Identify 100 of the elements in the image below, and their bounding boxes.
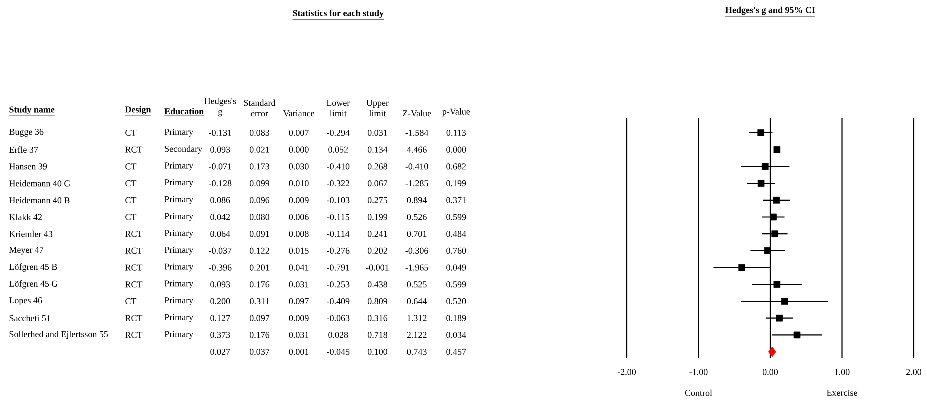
data-label: -1.584 <box>406 130 429 136</box>
y-tick-label: Meyer 47 <box>9 247 44 255</box>
data-label: 1.312 <box>408 315 427 322</box>
data-label: 0.201 <box>250 264 270 271</box>
data-label: 0.010 <box>289 180 309 187</box>
x-tick-label: p-Value <box>442 108 470 117</box>
y-tick-label: Kriemler 43 <box>9 230 53 238</box>
data-label: 0.097 <box>250 315 270 322</box>
data-label: -0.253 <box>327 282 350 288</box>
x-tick-label: Education <box>164 108 204 115</box>
chart-title: Hedges's g and 95% CI <box>726 6 816 16</box>
data-label: 0.682 <box>446 164 466 170</box>
data-label: 0.127 <box>210 315 230 322</box>
data-label: 0.027 <box>210 348 230 356</box>
data-label: 0.080 <box>250 214 270 220</box>
text: CT <box>126 214 137 220</box>
data-label: -0.306 <box>406 248 428 254</box>
y-tick-label: Saccheti 51 <box>10 315 50 322</box>
point <box>764 248 772 254</box>
data-label: 0.134 <box>368 146 388 153</box>
data-label: 0.008 <box>289 231 309 238</box>
y-tick-label: Löfgren 45 G <box>9 280 58 289</box>
data-label: 0.030 <box>289 164 309 170</box>
data-label: 0.743 <box>407 348 427 356</box>
data-label: -0.045 <box>327 348 350 356</box>
data-label: 0.049 <box>446 264 466 271</box>
data-label: 0.021 <box>250 146 270 153</box>
data-label: 0.052 <box>328 146 348 153</box>
data-label: 0.275 <box>368 197 388 204</box>
data-label: 0.701 <box>407 231 427 238</box>
data-label: 0.718 <box>368 332 388 338</box>
point <box>772 230 778 238</box>
x-tick-label: -2.00 <box>618 369 636 376</box>
data-label: 0.809 <box>368 298 388 305</box>
y-axis-title: Study name <box>10 106 55 115</box>
text: Exercise <box>827 390 858 396</box>
data-label: 0.000 <box>289 146 309 153</box>
text: Primary <box>164 162 194 171</box>
data-label: -0.114 <box>327 231 350 238</box>
data-label: 0.028 <box>328 332 348 338</box>
text: CT <box>126 180 137 187</box>
data-label: 0.037 <box>250 348 270 356</box>
data-label: 0.099 <box>250 180 270 187</box>
text: Primary <box>164 129 194 137</box>
data-label: -0.063 <box>327 315 350 322</box>
data-label: 0.067 <box>368 180 388 187</box>
text: RCT <box>126 264 143 271</box>
data-label: 0.041 <box>289 264 309 271</box>
data-label: 0.064 <box>210 231 230 238</box>
data-label: 0.268 <box>368 164 388 170</box>
text: Primary <box>164 331 194 340</box>
data-label: -0.322 <box>327 180 350 187</box>
x-tick-label: Upper limit <box>366 100 389 117</box>
data-label: 0.031 <box>368 130 388 136</box>
data-label: 0.176 <box>250 332 270 338</box>
data-label: 0.113 <box>446 130 466 136</box>
point <box>774 281 781 288</box>
text: RCT <box>126 332 143 338</box>
data-label: 0.001 <box>289 348 309 356</box>
text: CT <box>126 298 137 305</box>
data-label: 0.096 <box>250 197 270 204</box>
data-label: 0.034 <box>446 332 466 338</box>
data-label: 0.316 <box>368 315 388 322</box>
data-label: -0.131 <box>209 130 232 136</box>
data-label: -0.396 <box>209 264 232 271</box>
data-label: 0.173 <box>250 164 270 170</box>
point <box>774 146 781 154</box>
point <box>794 332 801 339</box>
data-label: 0.031 <box>289 332 309 338</box>
point <box>758 180 765 187</box>
data-label: 0.093 <box>210 146 230 153</box>
y-tick-label: Heidemann 40 G <box>9 180 70 187</box>
text: CT <box>126 197 137 204</box>
text: Primary <box>164 298 194 306</box>
point <box>738 264 746 272</box>
y-tick-label: Hansen 39 <box>9 164 48 170</box>
chart-title: Statistics for each study <box>293 10 384 18</box>
y-tick-label: Sollerhed and Ejlertsson 55 <box>10 331 108 340</box>
data-label: -1.965 <box>406 264 428 271</box>
point <box>768 346 776 358</box>
data-label: 0.122 <box>250 248 270 254</box>
data-label: -0.128 <box>209 180 232 187</box>
data-label: 0.009 <box>289 197 309 204</box>
y-tick-label: Erfle 37 <box>9 146 38 154</box>
y-tick-label: Klakk 42 <box>9 214 42 220</box>
data-label: -1.285 <box>406 180 428 187</box>
data-label: 0.373 <box>210 332 230 338</box>
data-label: 0.760 <box>446 248 466 254</box>
data-label: 4.466 <box>407 146 427 153</box>
data-label: 0.189 <box>446 315 466 322</box>
y-tick-label: Bugge 36 <box>9 129 44 137</box>
data-label: 0.176 <box>250 282 270 288</box>
data-label: 0.031 <box>289 282 309 288</box>
text: Primary <box>164 264 194 272</box>
text: CT <box>126 130 137 136</box>
data-label: -0.037 <box>209 248 232 254</box>
x-tick-label: 2.00 <box>906 369 922 376</box>
point <box>770 214 777 221</box>
data-label: 0.009 <box>289 315 309 322</box>
point <box>773 197 780 204</box>
